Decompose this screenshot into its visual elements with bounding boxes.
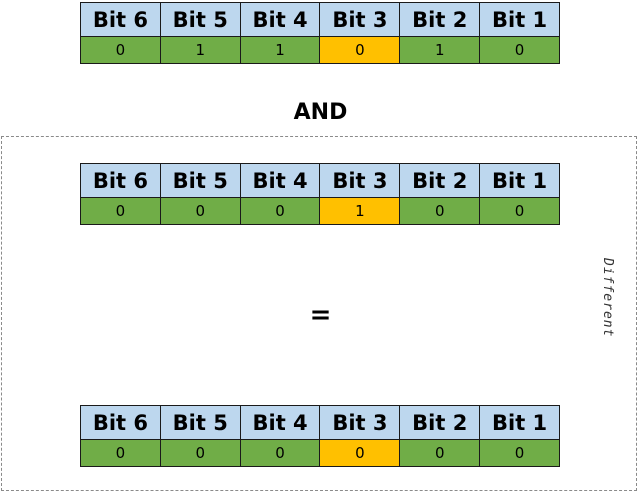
bit-value: 0 <box>159 197 241 225</box>
bit-header: Bit 4 <box>239 2 321 37</box>
bit-value: 0 <box>239 197 321 225</box>
bit-header: Bit 3 <box>319 405 401 440</box>
bit-value-row: 0 1 1 0 1 0 <box>80 36 560 64</box>
bit-header-row: Bit 6 Bit 5 Bit 4 Bit 3 Bit 2 Bit 1 <box>80 2 560 37</box>
bit-header: Bit 1 <box>479 163 560 198</box>
bit-header: Bit 5 <box>159 163 241 198</box>
comparison-frame <box>1 136 637 491</box>
bit-header: Bit 6 <box>80 2 161 37</box>
bit-header: Bit 5 <box>159 2 241 37</box>
bit-header-row: Bit 6 Bit 5 Bit 4 Bit 3 Bit 2 Bit 1 <box>80 405 560 440</box>
bit-header: Bit 6 <box>80 163 161 198</box>
bit-value-row: 0 0 0 1 0 0 <box>80 197 560 225</box>
bit-header: Bit 2 <box>399 2 481 37</box>
bit-value: 0 <box>159 439 241 467</box>
and-operator: AND <box>293 100 348 125</box>
bit-value: 0 <box>80 197 161 225</box>
bit-value: 0 <box>479 36 560 64</box>
bit-header-row: Bit 6 Bit 5 Bit 4 Bit 3 Bit 2 Bit 1 <box>80 163 560 198</box>
bit-value: 1 <box>319 197 401 225</box>
bit-value: 0 <box>80 36 161 64</box>
bit-header: Bit 4 <box>239 163 321 198</box>
bit-value: 1 <box>399 36 481 64</box>
bit-header: Bit 1 <box>479 2 560 37</box>
operand-a-table: Bit 6 Bit 5 Bit 4 Bit 3 Bit 2 Bit 1 0 1 … <box>80 2 560 64</box>
bit-header: Bit 4 <box>239 405 321 440</box>
bit-value-row: 0 0 0 0 0 0 <box>80 439 560 467</box>
operand-b-table: Bit 6 Bit 5 Bit 4 Bit 3 Bit 2 Bit 1 0 0 … <box>80 163 560 225</box>
bit-value: 0 <box>399 439 481 467</box>
equals-operator: = <box>309 300 332 330</box>
different-annotation: Different <box>600 258 615 338</box>
bit-header: Bit 2 <box>399 405 481 440</box>
bit-value: 0 <box>399 197 481 225</box>
bit-header: Bit 1 <box>479 405 560 440</box>
bit-value: 1 <box>159 36 241 64</box>
bit-header: Bit 3 <box>319 163 401 198</box>
bit-header: Bit 3 <box>319 2 401 37</box>
bit-header: Bit 5 <box>159 405 241 440</box>
bit-header: Bit 2 <box>399 163 481 198</box>
bit-value: 0 <box>479 197 560 225</box>
result-table: Bit 6 Bit 5 Bit 4 Bit 3 Bit 2 Bit 1 0 0 … <box>80 405 560 467</box>
bit-value: 0 <box>239 439 321 467</box>
bit-value: 0 <box>80 439 161 467</box>
bit-value: 0 <box>479 439 560 467</box>
bit-value: 0 <box>319 439 401 467</box>
bit-header: Bit 6 <box>80 405 161 440</box>
bit-value: 0 <box>319 36 401 64</box>
bit-value: 1 <box>239 36 321 64</box>
